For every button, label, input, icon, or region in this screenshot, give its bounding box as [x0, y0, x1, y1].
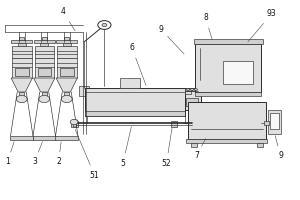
Polygon shape [56, 78, 77, 92]
Bar [40, 43, 48, 46]
Text: 52: 52 [162, 128, 172, 168]
Bar [85, 88, 184, 116]
Circle shape [61, 95, 72, 103]
Bar [264, 121, 268, 125]
Bar [34, 46, 54, 58]
Circle shape [39, 95, 50, 103]
Bar [186, 139, 267, 143]
Bar [64, 92, 69, 97]
Text: 3: 3 [32, 142, 43, 166]
Bar [56, 40, 77, 43]
Bar [38, 68, 51, 76]
Bar [120, 78, 140, 88]
Bar [12, 58, 32, 78]
Bar [190, 143, 196, 147]
Bar [64, 37, 69, 40]
Bar [186, 98, 198, 106]
Circle shape [187, 89, 190, 91]
Bar [12, 46, 32, 58]
Bar [195, 44, 261, 92]
Bar [34, 58, 54, 78]
Bar [85, 111, 184, 116]
Text: 9: 9 [158, 24, 184, 54]
Bar [184, 88, 195, 91]
Bar [57, 58, 76, 78]
Text: 7: 7 [194, 138, 206, 160]
Circle shape [16, 95, 27, 103]
Text: 51: 51 [75, 130, 99, 180]
Circle shape [102, 23, 107, 27]
Circle shape [70, 119, 78, 125]
Bar [268, 110, 280, 134]
Bar [195, 92, 261, 96]
Bar [256, 143, 262, 147]
Bar [184, 91, 191, 94]
Bar [70, 121, 78, 127]
Text: 5: 5 [121, 127, 131, 168]
Bar [42, 37, 47, 40]
Bar [10, 136, 33, 140]
Circle shape [98, 21, 111, 29]
Circle shape [194, 89, 197, 91]
Bar [223, 61, 253, 84]
Bar [194, 39, 262, 44]
Bar [33, 136, 56, 140]
Polygon shape [11, 78, 32, 92]
Text: 4: 4 [61, 7, 75, 31]
Bar [60, 68, 74, 76]
Bar [184, 88, 201, 110]
Polygon shape [34, 78, 55, 92]
Polygon shape [73, 120, 77, 127]
Bar [34, 40, 55, 43]
Text: 93: 93 [248, 9, 276, 42]
Bar [63, 43, 71, 46]
Bar [42, 92, 47, 97]
Circle shape [190, 89, 194, 91]
Text: 8: 8 [203, 14, 212, 39]
Text: 1: 1 [5, 142, 14, 166]
Bar [18, 43, 26, 46]
Text: 9: 9 [275, 136, 283, 160]
Bar [20, 92, 24, 97]
Bar [188, 102, 266, 139]
Text: 2: 2 [56, 142, 61, 166]
Bar [11, 40, 32, 43]
Bar [57, 46, 76, 58]
Bar [55, 136, 78, 140]
Bar [171, 121, 177, 127]
Bar [270, 113, 279, 129]
Bar [15, 68, 28, 76]
Text: 6: 6 [130, 44, 146, 85]
Bar [20, 37, 24, 40]
Bar [79, 86, 89, 96]
